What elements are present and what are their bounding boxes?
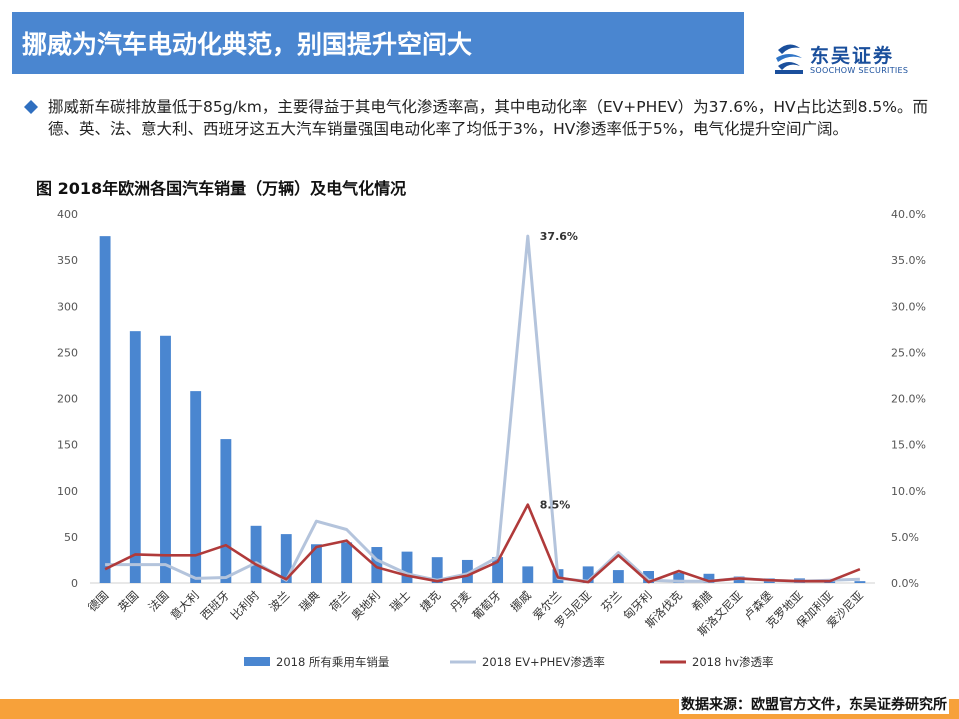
left-tick-label: 150 — [57, 439, 78, 452]
ev-phev-rate-line — [105, 234, 860, 583]
sales-bar — [341, 542, 353, 583]
data-source: 数据来源：欧盟官方文件，东吴证券研究所 — [679, 694, 949, 714]
category-label: 德国 — [85, 588, 111, 614]
left-tick-label: 100 — [57, 485, 78, 498]
sales-bars — [99, 236, 866, 583]
category-label: 英国 — [115, 588, 141, 614]
sales-bar — [431, 557, 443, 583]
legend-label: 2018 EV+PHEV渗透率 — [482, 655, 605, 669]
sales-bar — [522, 566, 534, 583]
data-labels: 37.6% 8.5% — [540, 230, 578, 511]
sales-bar — [492, 557, 504, 583]
category-label: 法国 — [145, 588, 171, 614]
category-label: 丹麦 — [447, 588, 474, 615]
category-label: 希腊 — [689, 588, 716, 615]
category-label: 捷克 — [417, 588, 444, 615]
page-title: 挪威为汽车电动化典范，别国提升空间大 — [22, 30, 473, 59]
category-label: 比利时 — [228, 588, 263, 623]
right-tick-label: 25.0% — [891, 346, 926, 359]
right-tick-label: 15.0% — [891, 439, 926, 452]
left-tick-label: 300 — [57, 300, 78, 313]
category-label: 意大利 — [167, 588, 201, 622]
sales-bar — [643, 571, 654, 583]
left-tick-label: 0 — [71, 577, 78, 590]
right-tick-label: 30.0% — [891, 300, 926, 313]
category-label: 葡萄牙 — [469, 588, 503, 622]
category-label: 荷兰 — [327, 588, 353, 614]
chart-title: 图 2018年欧洲各国汽车销量（万辆）及电气化情况 — [36, 179, 407, 198]
diamond-bullet-icon — [24, 100, 38, 114]
category-label: 奥地利 — [349, 588, 383, 622]
rate-lines — [104, 234, 861, 584]
left-tick-label: 200 — [57, 393, 78, 406]
left-axis: 0 50 100 150 200 250 300 350 400 — [57, 208, 875, 590]
sales-bar — [160, 335, 171, 583]
sales-bar — [371, 547, 383, 583]
sales-bar — [612, 570, 624, 583]
soochow-logo-icon — [775, 44, 803, 74]
right-tick-label: 20.0% — [891, 393, 926, 406]
right-tick-label: 10.0% — [891, 485, 926, 498]
legend-swatch-bar — [244, 657, 270, 666]
data-label: 8.5% — [540, 499, 571, 512]
right-tick-label: 0.0% — [891, 577, 919, 590]
category-label: 瑞士 — [387, 588, 413, 614]
sales-bar — [280, 534, 292, 583]
sales-bar — [582, 566, 594, 583]
sales-electrification-chart: 0 50 100 150 200 250 300 350 400 0.0% 5.0% 10.0% 15… — [57, 208, 926, 669]
legend-label: 2018 所有乘用车销量 — [276, 655, 389, 669]
hv-rate-line — [104, 503, 861, 584]
right-axis: 0.0% 5.0% 10.0% 15.0% 20.0% 25.0% 30.0% 35.0% 40… — [891, 208, 926, 590]
left-tick-label: 50 — [64, 531, 78, 544]
sales-bar — [461, 559, 473, 583]
company-logo: 东吴证券 SOOCHOW SECURITIES — [772, 40, 942, 80]
legend: 2018 所有乘用车销量 2018 EV+PHEV渗透率 2018 hv渗透率 — [244, 655, 774, 669]
logo-name: 东吴证券 — [810, 45, 895, 67]
category-label: 西班牙 — [198, 588, 232, 622]
category-label: 挪威 — [508, 588, 535, 615]
sales-bar — [673, 572, 685, 583]
sales-bar — [190, 391, 202, 583]
left-tick-label: 400 — [57, 208, 78, 221]
sales-bar — [703, 573, 715, 583]
category-label: 瑞典 — [296, 588, 323, 615]
category-label: 芬兰 — [598, 588, 624, 614]
sales-bar — [854, 581, 866, 583]
sales-bar — [129, 331, 141, 583]
sales-bar — [220, 439, 232, 583]
category-label: 波兰 — [266, 588, 292, 614]
left-tick-label: 350 — [57, 254, 78, 267]
sales-bar — [99, 236, 111, 583]
left-tick-label: 250 — [57, 346, 78, 359]
title-bar: 挪威为汽车电动化典范，别国提升空间大 — [12, 12, 744, 74]
summary-text: 挪威新车碳排放量低于85g/km，主要得益于其电气化渗透率高，其中电动化率（EV… — [48, 98, 929, 138]
legend-label: 2018 hv渗透率 — [692, 655, 774, 669]
sales-bar — [250, 525, 262, 583]
right-tick-label: 35.0% — [891, 254, 926, 267]
logo-english-name: SOOCHOW SECURITIES — [810, 66, 909, 75]
sales-bar — [311, 544, 322, 583]
sales-bar — [401, 551, 413, 583]
right-tick-label: 40.0% — [891, 208, 926, 221]
data-label: 37.6% — [540, 230, 578, 243]
right-tick-label: 5.0% — [891, 531, 919, 544]
